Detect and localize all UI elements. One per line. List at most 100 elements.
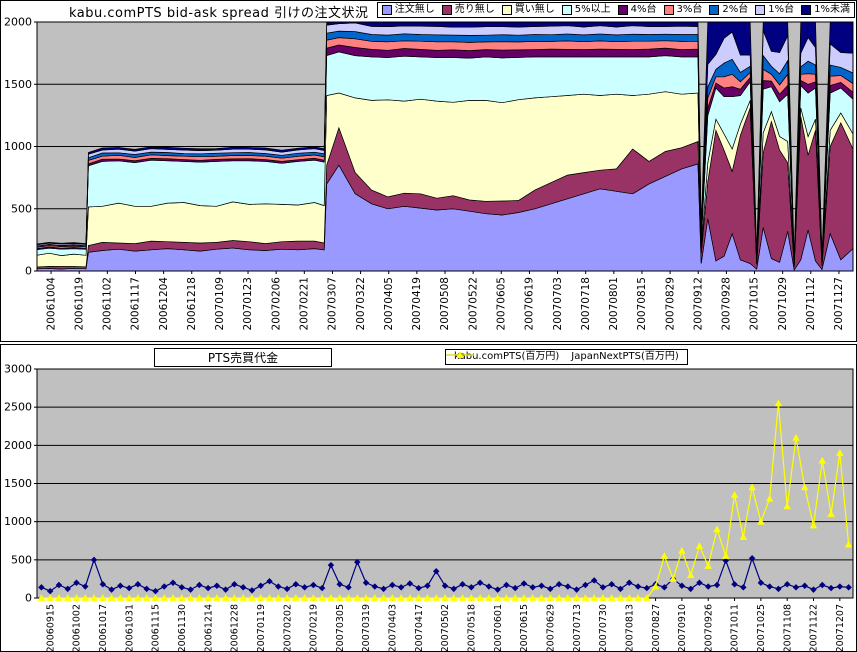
- data-point-marker: [143, 585, 150, 593]
- data-point-marker: [125, 584, 133, 592]
- legend-swatch-icon: [441, 5, 452, 15]
- x-tick-label: 20070615: [519, 604, 530, 651]
- data-point-marker: [265, 594, 274, 601]
- data-point-marker: [739, 533, 748, 540]
- data-point-marker: [608, 594, 616, 601]
- pts-turnover-chart[interactable]: PTS売買代金 kabu.comPTS(百万円) JapanNextPTS(百万円…: [0, 344, 857, 652]
- data-point-marker: [493, 594, 502, 601]
- data-point-marker: [572, 594, 581, 601]
- x-tick-label: 20061031: [124, 604, 135, 651]
- data-point-marker: [511, 584, 519, 592]
- y-tick-label: 500: [11, 553, 32, 566]
- data-point-marker: [397, 584, 405, 591]
- data-point-marker: [573, 586, 580, 593]
- x-tick-label: 20070322: [355, 277, 367, 330]
- data-point-marker: [169, 579, 177, 586]
- legend-label: 2%台: [722, 4, 749, 15]
- x-tick-label: 20061130: [177, 604, 188, 651]
- x-tick-label: 20071127: [833, 277, 845, 330]
- y-tick-label: 1500: [4, 477, 32, 490]
- data-point-marker: [502, 594, 511, 601]
- x-tick-label: 20070910: [677, 604, 688, 651]
- data-point-marker: [379, 594, 388, 601]
- data-point-marker: [82, 583, 89, 590]
- x-tick-label: 20061002: [72, 604, 83, 651]
- x-tick-label: 20070305: [335, 604, 346, 651]
- data-point-marker: [90, 594, 98, 601]
- data-point-marker: [687, 585, 694, 593]
- y-tick-label: 1000: [4, 140, 32, 153]
- data-point-marker: [678, 546, 686, 554]
- x-tick-label: 20070219: [309, 604, 320, 651]
- bid-ask-spread-chart[interactable]: kabu.comPTS bid-ask spread 引けの注文状況 注文無し 売…: [0, 0, 857, 342]
- legend-label: 売り無し: [454, 4, 495, 15]
- data-point-marker: [590, 594, 598, 601]
- data-point-marker: [783, 581, 791, 588]
- x-tick-label: 20070713: [572, 604, 583, 651]
- data-point-marker: [336, 594, 344, 601]
- data-point-marker: [99, 594, 107, 601]
- data-point-marker: [775, 585, 782, 593]
- legend-item: 買い無し: [501, 5, 555, 15]
- data-point-marker: [827, 510, 835, 517]
- x-tick-label: 20070123: [242, 277, 254, 330]
- legend-item: 3%台: [663, 5, 702, 15]
- chart-title: kabu.comPTS bid-ask spread 引けの注文状況: [69, 6, 369, 21]
- data-point-marker: [740, 584, 747, 591]
- legend-swatch-icon: [663, 5, 674, 15]
- x-tick-label: 20071108: [782, 604, 793, 651]
- data-point-marker: [257, 594, 265, 601]
- x-tick-label: 20061228: [230, 604, 241, 651]
- data-point-marker: [353, 594, 361, 601]
- legend-line-glyph-icon: [446, 351, 474, 358]
- data-point-marker: [643, 594, 651, 601]
- data-point-marker: [818, 456, 826, 464]
- data-point-marker: [107, 594, 116, 601]
- y-tick-label: 0: [25, 592, 32, 605]
- data-point-marker: [590, 577, 598, 584]
- y-tick-label: 0: [25, 265, 32, 278]
- data-point-marker: [389, 581, 396, 589]
- data-point-marker: [414, 594, 423, 601]
- data-point-marker: [634, 583, 642, 590]
- data-point-marker: [169, 594, 177, 601]
- data-point-marker: [318, 594, 326, 601]
- data-point-marker: [819, 581, 826, 589]
- data-point-marker: [450, 594, 458, 601]
- data-point-marker: [90, 556, 98, 564]
- data-point-marker: [537, 594, 546, 601]
- x-tick-label: 20070109: [214, 277, 226, 330]
- data-point-marker: [38, 584, 45, 591]
- data-point-marker: [529, 594, 537, 601]
- legend-swatch-icon: [561, 5, 572, 15]
- x-tick-label: 20070601: [493, 604, 504, 651]
- data-point-marker: [231, 581, 238, 588]
- chart-title-box: PTS売買代金: [154, 348, 332, 367]
- data-point-marker: [529, 584, 536, 591]
- y-tick-label: 2000: [4, 439, 32, 452]
- legend-item: 4%台: [617, 5, 657, 15]
- data-point-marker: [204, 584, 212, 592]
- data-point-marker: [275, 583, 282, 590]
- data-point-marker: [783, 502, 791, 510]
- data-point-marker: [327, 594, 335, 601]
- x-tick-label: 20061019: [73, 277, 85, 330]
- legend-swatch-icon: [381, 5, 392, 15]
- x-tick-label: 20061117: [130, 277, 142, 330]
- x-tick-label: 20061004: [45, 277, 57, 331]
- data-point-marker: [371, 594, 379, 601]
- data-point-marker: [661, 584, 668, 591]
- x-tick-label: 20070827: [651, 604, 662, 651]
- data-point-marker: [125, 594, 133, 601]
- x-tick-label: 20070815: [636, 277, 648, 330]
- data-point-marker: [371, 583, 379, 590]
- data-point-marker: [257, 582, 264, 590]
- legend-swatch-icon: [801, 5, 812, 15]
- data-point-marker: [441, 582, 449, 590]
- x-tick-label: 20070221: [299, 277, 311, 330]
- data-point-marker: [660, 552, 669, 559]
- data-point-marker: [696, 579, 703, 586]
- data-point-marker: [456, 351, 464, 358]
- data-point-marker: [459, 581, 466, 588]
- data-point-marker: [117, 582, 124, 590]
